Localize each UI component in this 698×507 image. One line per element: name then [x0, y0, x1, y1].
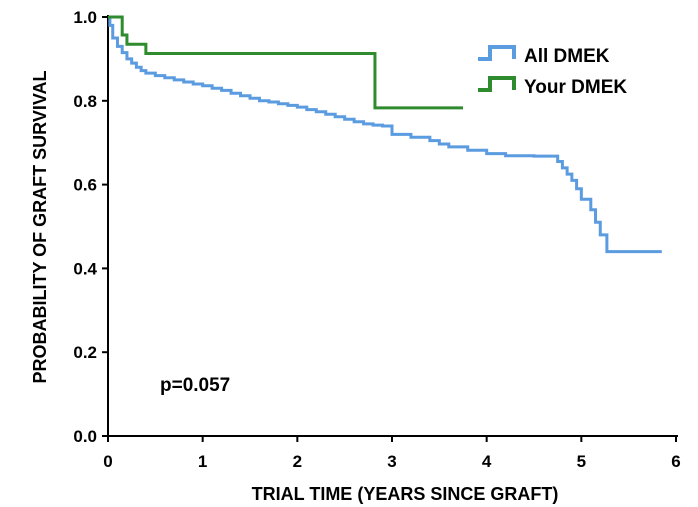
legend-swatch-all-dmek [478, 45, 516, 61]
y-tick-label: 1.0 [73, 8, 97, 27]
x-tick-label: 1 [198, 452, 207, 471]
y-axis-ticks: 0.0 0.2 0.4 0.6 0.8 1.0 [73, 8, 108, 446]
y-axis-label: PROBABILITY OF GRAFT SURVIVAL [30, 70, 50, 383]
x-tick-label: 5 [577, 452, 586, 471]
legend-label-all-dmek: All DMEK [524, 46, 610, 67]
y-tick-label: 0.2 [73, 343, 97, 362]
series-line-all-dmek [108, 15, 662, 254]
legend-label-your-dmek: Your DMEK [524, 77, 627, 98]
legend-swatch-line [478, 76, 516, 92]
y-tick-label: 0.4 [73, 259, 97, 278]
series-line-your-dmek [108, 15, 463, 110]
p-value-annotation: p=0.057 [160, 375, 230, 396]
x-axis-label: TRIAL TIME (YEARS SINCE GRAFT) [252, 484, 559, 504]
y-tick-label: 0.0 [73, 427, 97, 446]
plot-area [108, 15, 662, 254]
legend-swatch-your-dmek [478, 76, 516, 92]
legend-swatch-line [478, 45, 516, 61]
x-tick-label: 3 [387, 452, 396, 471]
x-tick-label: 2 [293, 452, 302, 471]
x-axis-ticks: 0 1 2 3 4 5 6 [103, 436, 681, 471]
x-tick-label: 6 [671, 452, 680, 471]
y-tick-label: 0.8 [73, 92, 97, 111]
x-tick-label: 4 [482, 452, 492, 471]
x-tick-label: 0 [103, 452, 112, 471]
y-tick-label: 0.6 [73, 176, 97, 195]
legend: All DMEK Your DMEK [478, 45, 627, 98]
